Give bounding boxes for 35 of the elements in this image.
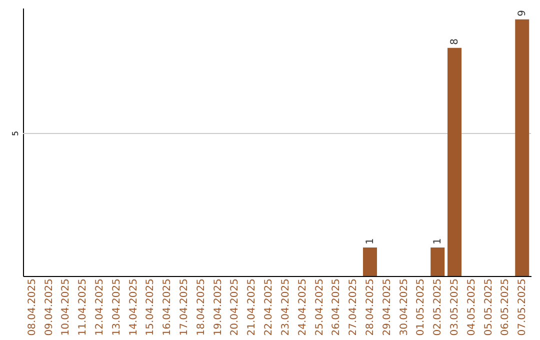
x-tick-label: 11.04.2025	[78, 278, 89, 336]
x-tick-label: 26.04.2025	[331, 278, 342, 336]
x-tick-label: 09.04.2025	[44, 278, 55, 336]
data-label: 8	[450, 38, 461, 45]
x-tick-label: 05.05.2025	[483, 278, 494, 336]
x-tick-label: 14.04.2025	[128, 278, 140, 336]
x-tick-label: 13.04.2025	[111, 278, 122, 336]
x-tick-label: 19.04.2025	[212, 278, 224, 336]
x-tick-label: 30.04.2025	[398, 278, 410, 336]
x-tick-label: 28.04.2025	[364, 278, 376, 336]
x-tick-label: 23.04.2025	[280, 278, 292, 336]
x-tick-label: 24.04.2025	[297, 278, 308, 336]
x-tick-label: 04.05.2025	[466, 278, 478, 336]
x-tick-label: 01.05.2025	[416, 278, 427, 336]
x-tick-label: 25.04.2025	[314, 278, 326, 336]
x-tick-label: 10.04.2025	[60, 278, 72, 336]
x-tick-label: 18.04.2025	[196, 278, 207, 336]
x-tick-label: 20.04.2025	[230, 278, 241, 336]
ref-line-label: 5	[11, 130, 20, 136]
x-tick-label: 16.04.2025	[162, 278, 174, 336]
data-label: 9	[517, 10, 528, 16]
data-label: 1	[432, 238, 444, 244]
x-tick-label: 17.04.2025	[179, 278, 190, 336]
data-label: 1	[364, 238, 376, 244]
x-tick-label: 29.04.2025	[382, 278, 393, 336]
x-tick-label: 08.04.2025	[26, 278, 38, 336]
x-tick-label: 15.04.2025	[145, 278, 156, 336]
x-tick-label: 27.04.2025	[348, 278, 360, 336]
x-tick-label: 03.05.2025	[450, 278, 461, 336]
x-tick-label: 22.04.2025	[264, 278, 275, 336]
x-tick-label: 12.04.2025	[94, 278, 106, 336]
x-tick-label: 06.05.2025	[500, 278, 512, 336]
x-tick-label: 21.04.2025	[246, 278, 258, 336]
x-tick-label: 07.05.2025	[517, 278, 528, 336]
x-tick-label: 02.05.2025	[432, 278, 444, 336]
